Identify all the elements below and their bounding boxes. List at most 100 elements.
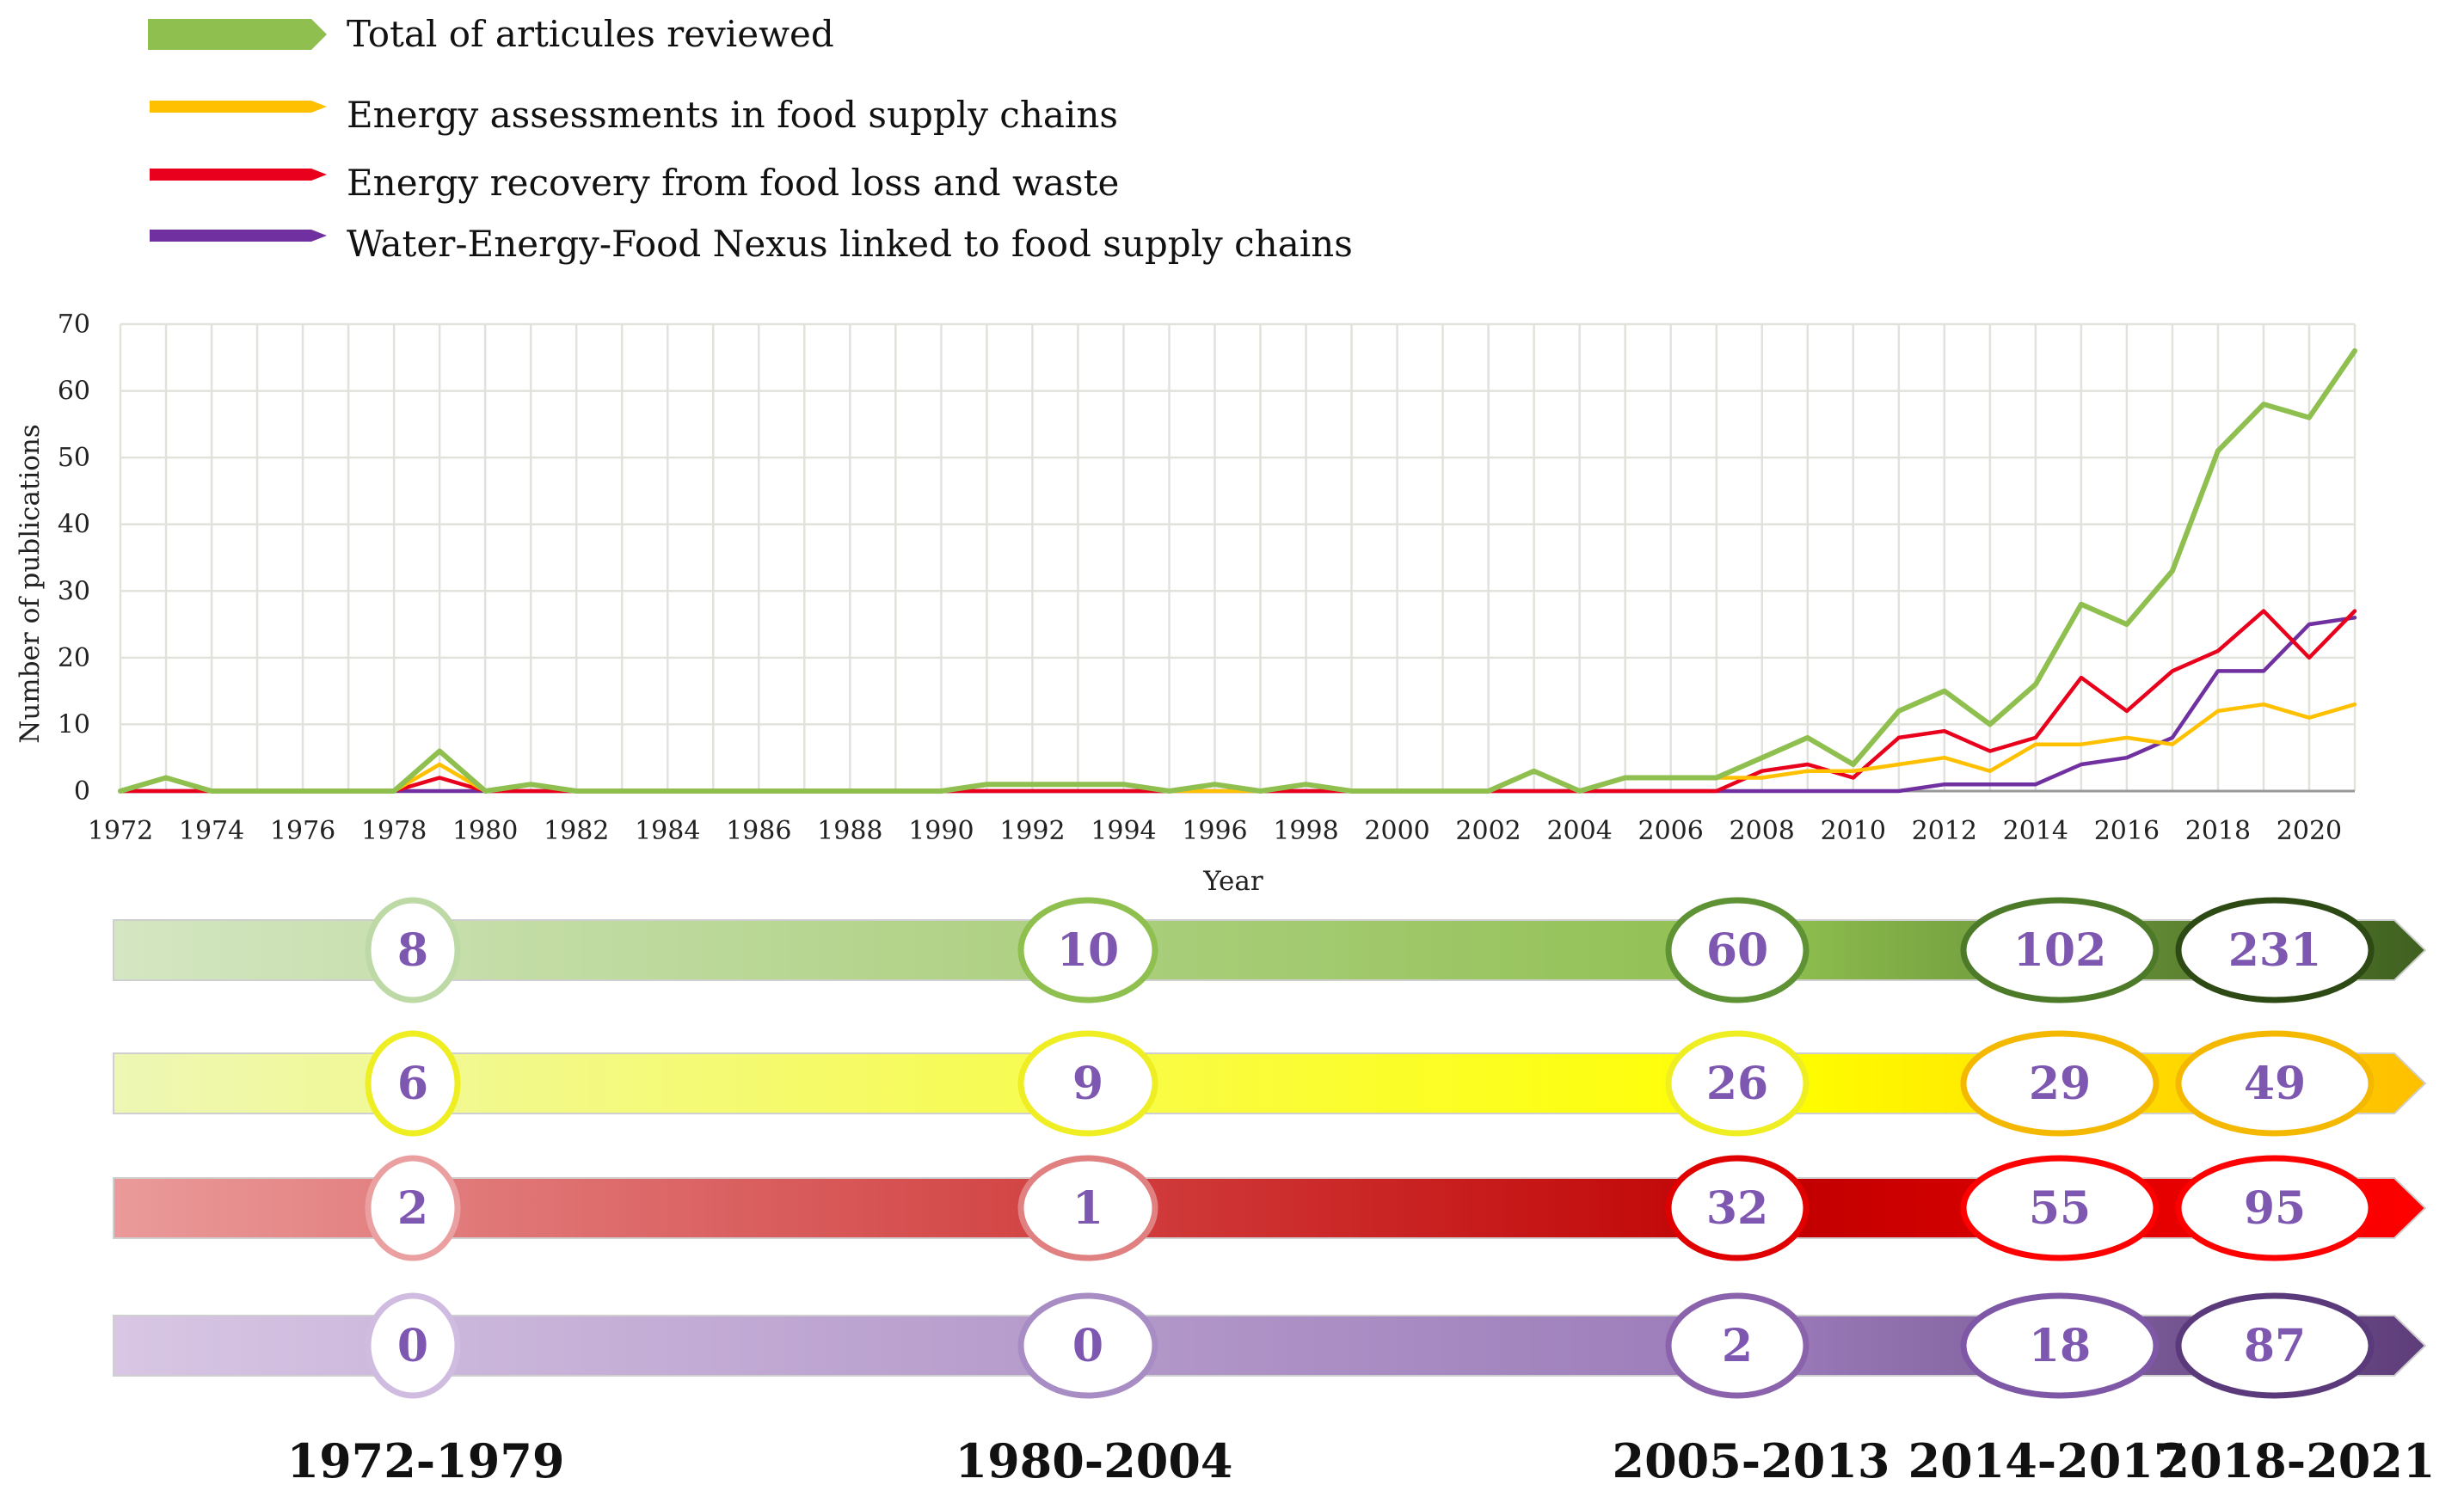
count-label: 0 [1072,1320,1103,1372]
period-label: 1972-1979 [287,1433,565,1488]
legend: Total of articules reviewed Energy asses… [148,13,1353,265]
count-label: 29 [2029,1058,2091,1110]
count-bubble [1960,1155,2160,1261]
timeline-band-3: 0 0 2 18 87 [113,1292,2427,1399]
count-bubble [1017,1155,1158,1261]
x-tick-label: 2002 [1455,816,1521,846]
x-tick-label: 2014 [2003,816,2068,846]
count-bubble [365,897,461,1003]
count-label: 32 [1706,1182,1768,1235]
legend-item-total: Total of articules reviewed [148,13,834,55]
y-tick-label: 10 [58,709,90,739]
y-tick-label: 40 [58,510,90,540]
count-bubble [1665,1155,1810,1261]
x-tick-label: 1982 [544,816,609,846]
count-bubble [1017,897,1158,1003]
count-bubble [2175,1155,2375,1261]
count-label: 2 [1722,1320,1753,1372]
legend-swatch-wef-nexus [150,230,327,242]
count-label: 26 [1706,1058,1768,1110]
count-label: 6 [397,1058,428,1110]
legend-swatch-total [148,19,327,50]
period-label: 2005-2013 [1613,1433,1890,1488]
legend-swatch-energy-recovery [150,169,327,181]
x-tick-label: 2016 [2094,816,2160,846]
count-bubble [365,1155,461,1261]
legend-label-energy-recovery: Energy recovery from food loss and waste [347,162,1119,204]
count-label: 1 [1072,1182,1103,1235]
x-tick-label: 2020 [2277,816,2342,846]
legend-label-total: Total of articules reviewed [347,13,834,55]
x-tick-label: 2008 [1730,816,1795,846]
y-axis-label: Number of publications [15,424,46,744]
series-line-1 [118,702,2357,794]
count-label: 2 [397,1182,428,1235]
count-bubble [1665,897,1810,1003]
x-tick-label: 1972 [88,816,153,846]
count-label: 231 [2228,924,2322,977]
count-label: 87 [2244,1320,2306,1372]
count-label: 102 [2013,924,2107,977]
count-label: 18 [2029,1320,2091,1372]
y-tick-label: 70 [58,310,90,340]
axes: 0 10 20 30 40 50 60 70 1972 1974 1976 1978 1980 1982 1… [58,310,2355,846]
period-labels: 1972-1979 1980-2004 2005-2013 2014-20172018… [287,1433,2436,1488]
x-tick-label: 1992 [999,816,1065,846]
count-bubble [1665,1030,1810,1137]
x-tick-label: 2000 [1364,816,1429,846]
count-label: 49 [2244,1058,2306,1110]
count-label: 9 [1072,1058,1103,1110]
x-tick-label: 1990 [908,816,974,846]
x-tick-label: 1978 [361,816,427,846]
x-tick-label: 1976 [270,816,335,846]
count-bubble [1017,1292,1158,1399]
gridlines [119,322,2356,793]
y-tick-label: 30 [58,576,90,606]
count-label: 95 [2244,1182,2306,1235]
count-bubble [1960,897,2160,1003]
x-tick-label: 1988 [817,816,882,846]
count-label: 60 [1706,924,1768,977]
count-bubble [365,1030,461,1137]
count-label: 0 [397,1320,428,1372]
legend-swatch-energy-assessments [150,101,327,113]
x-tick-label: 1974 [179,816,244,846]
legend-label-energy-assessments: Energy assessments in food supply chains [347,94,1118,136]
count-bubble [2175,1292,2375,1399]
count-label: 10 [1057,924,1119,977]
period-label: 2018-2021 [2158,1433,2436,1488]
period-label: 1980-2004 [955,1433,1233,1488]
x-tick-label: 2004 [1546,816,1612,846]
timeline-band-2: 2 1 32 55 95 [113,1155,2427,1261]
legend-label-wef-nexus: Water-Energy-Food Nexus linked to food s… [347,223,1353,265]
count-label: 8 [397,924,428,977]
count-bubble [1665,1292,1810,1399]
legend-item-energy-recovery: Energy recovery from food loss and waste [150,162,1119,204]
timeline-band-1: 6 9 26 29 49 [113,1030,2427,1137]
series-line-0 [118,348,2357,794]
y-tick-label: 0 [74,776,90,807]
count-bubble [1960,1030,2160,1137]
timeline-bands: 8 10 60 102 231 6 9 26 29 49 2 1 32 55 95 0 0 2 18 87 [113,897,2427,1399]
count-bubble [1017,1030,1158,1137]
y-tick-label: 50 [58,443,90,473]
series-lines [118,348,2357,794]
count-bubble [2175,897,2375,1003]
y-tick-label: 20 [58,643,90,673]
legend-item-wef-nexus: Water-Energy-Food Nexus linked to food s… [150,223,1353,265]
line-chart: 0 10 20 30 40 50 60 70 1972 1974 1976 1978 1980 1982 1… [15,310,2357,897]
y-tick-label: 60 [58,377,90,407]
timeline-band-0: 8 10 60 102 231 [113,897,2427,1003]
period-label: 2014-2017 [1908,1433,2186,1488]
x-tick-label: 1986 [726,816,791,846]
count-bubble [2175,1030,2375,1137]
x-tick-label: 2018 [2185,816,2251,846]
x-tick-label: 1984 [635,816,700,846]
legend-item-energy-assessments: Energy assessments in food supply chains [150,94,1118,136]
x-tick-label: 1996 [1182,816,1247,846]
x-axis-label: Year [1202,866,1263,897]
x-tick-label: 1980 [452,816,518,846]
x-tick-label: 2010 [1821,816,1886,846]
count-label: 55 [2029,1182,2091,1235]
